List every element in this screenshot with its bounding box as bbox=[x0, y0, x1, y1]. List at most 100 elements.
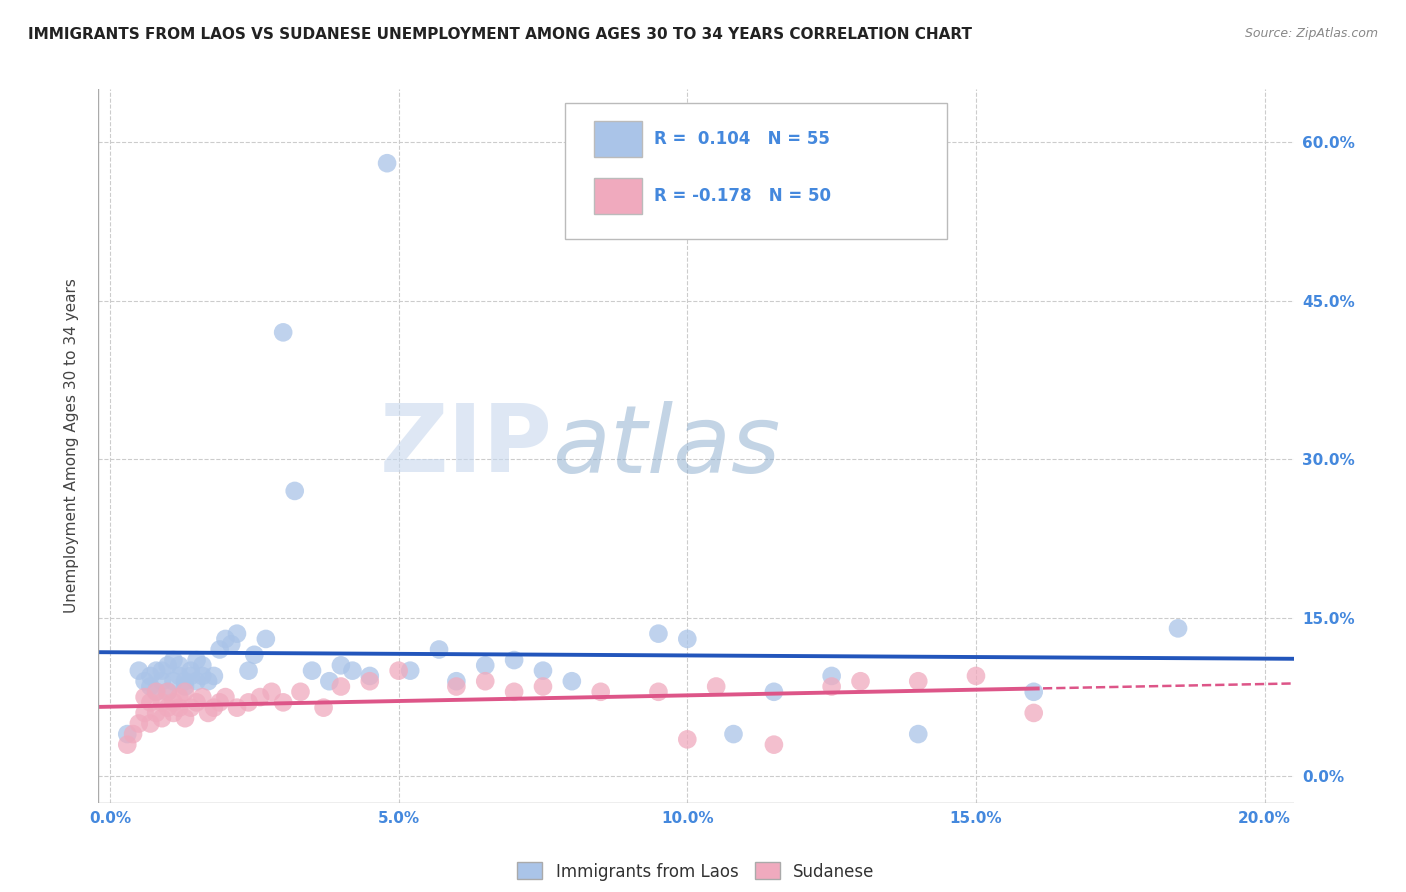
Point bbox=[180, 700, 202, 714]
Point bbox=[145, 685, 167, 699]
Y-axis label: Unemployment Among Ages 30 to 34 years: Unemployment Among Ages 30 to 34 years bbox=[65, 278, 79, 614]
Point bbox=[342, 664, 364, 678]
Point bbox=[243, 648, 266, 662]
Point bbox=[849, 674, 872, 689]
Point bbox=[1022, 706, 1045, 720]
Point bbox=[226, 626, 249, 640]
Point bbox=[191, 658, 214, 673]
Point bbox=[162, 653, 184, 667]
Point bbox=[117, 738, 139, 752]
Point bbox=[150, 664, 173, 678]
Point bbox=[150, 674, 173, 689]
Point bbox=[312, 700, 335, 714]
Point bbox=[474, 658, 496, 673]
Text: R =  0.104   N = 55: R = 0.104 N = 55 bbox=[654, 130, 830, 148]
Point bbox=[531, 664, 554, 678]
Point bbox=[1022, 685, 1045, 699]
Point bbox=[647, 685, 669, 699]
Point bbox=[762, 738, 785, 752]
Point bbox=[134, 674, 156, 689]
Point bbox=[965, 669, 987, 683]
Point bbox=[191, 669, 214, 683]
Point bbox=[122, 727, 145, 741]
Point bbox=[238, 695, 260, 709]
Text: R = -0.178   N = 50: R = -0.178 N = 50 bbox=[654, 187, 831, 205]
Point bbox=[446, 674, 468, 689]
Point bbox=[156, 685, 179, 699]
Point bbox=[375, 156, 398, 170]
Point bbox=[318, 674, 340, 689]
Point bbox=[202, 700, 225, 714]
Point bbox=[167, 690, 190, 704]
Point bbox=[219, 637, 242, 651]
Point bbox=[202, 669, 225, 683]
Point bbox=[139, 680, 162, 694]
Point bbox=[186, 674, 208, 689]
Point bbox=[446, 680, 468, 694]
Point bbox=[427, 642, 450, 657]
Point bbox=[271, 326, 294, 340]
Point bbox=[139, 716, 162, 731]
Point bbox=[208, 642, 231, 657]
Point bbox=[128, 716, 150, 731]
Point bbox=[174, 685, 197, 699]
Point bbox=[329, 658, 352, 673]
Point bbox=[676, 732, 699, 747]
Point bbox=[359, 669, 381, 683]
Point bbox=[820, 680, 842, 694]
Point bbox=[186, 695, 208, 709]
Point bbox=[723, 727, 745, 741]
Point bbox=[162, 674, 184, 689]
Point bbox=[167, 658, 190, 673]
Point bbox=[167, 700, 190, 714]
Point bbox=[1167, 621, 1189, 635]
Point bbox=[145, 706, 167, 720]
Text: Source: ZipAtlas.com: Source: ZipAtlas.com bbox=[1244, 27, 1378, 40]
Point bbox=[301, 664, 323, 678]
Point bbox=[647, 626, 669, 640]
Point bbox=[145, 664, 167, 678]
Point bbox=[208, 695, 231, 709]
Point bbox=[134, 690, 156, 704]
Point bbox=[589, 685, 612, 699]
Point bbox=[162, 706, 184, 720]
Legend: Immigrants from Laos, Sudanese: Immigrants from Laos, Sudanese bbox=[510, 855, 882, 888]
Point bbox=[174, 711, 197, 725]
Point bbox=[254, 632, 277, 646]
Point bbox=[156, 700, 179, 714]
Point bbox=[156, 685, 179, 699]
Point bbox=[762, 685, 785, 699]
Point bbox=[399, 664, 422, 678]
Point bbox=[191, 690, 214, 704]
Point bbox=[290, 685, 312, 699]
Point bbox=[907, 727, 929, 741]
Point bbox=[531, 680, 554, 694]
Point bbox=[820, 669, 842, 683]
Point bbox=[180, 664, 202, 678]
Point bbox=[180, 669, 202, 683]
Point bbox=[139, 669, 162, 683]
Point bbox=[145, 685, 167, 699]
Text: IMMIGRANTS FROM LAOS VS SUDANESE UNEMPLOYMENT AMONG AGES 30 TO 34 YEARS CORRELAT: IMMIGRANTS FROM LAOS VS SUDANESE UNEMPLO… bbox=[28, 27, 972, 42]
Point bbox=[238, 664, 260, 678]
Point bbox=[561, 674, 583, 689]
Point bbox=[676, 632, 699, 646]
Text: atlas: atlas bbox=[553, 401, 780, 491]
Point bbox=[186, 653, 208, 667]
Point bbox=[271, 695, 294, 709]
Point bbox=[214, 690, 236, 704]
Point bbox=[162, 695, 184, 709]
Point bbox=[174, 674, 197, 689]
Point bbox=[388, 664, 411, 678]
Point bbox=[150, 695, 173, 709]
Point bbox=[359, 674, 381, 689]
Point bbox=[503, 653, 526, 667]
Point bbox=[197, 674, 219, 689]
Point bbox=[284, 483, 307, 498]
Text: ZIP: ZIP bbox=[380, 400, 553, 492]
Point bbox=[503, 685, 526, 699]
Point bbox=[260, 685, 283, 699]
Point bbox=[249, 690, 271, 704]
Point bbox=[329, 680, 352, 694]
Point bbox=[117, 727, 139, 741]
